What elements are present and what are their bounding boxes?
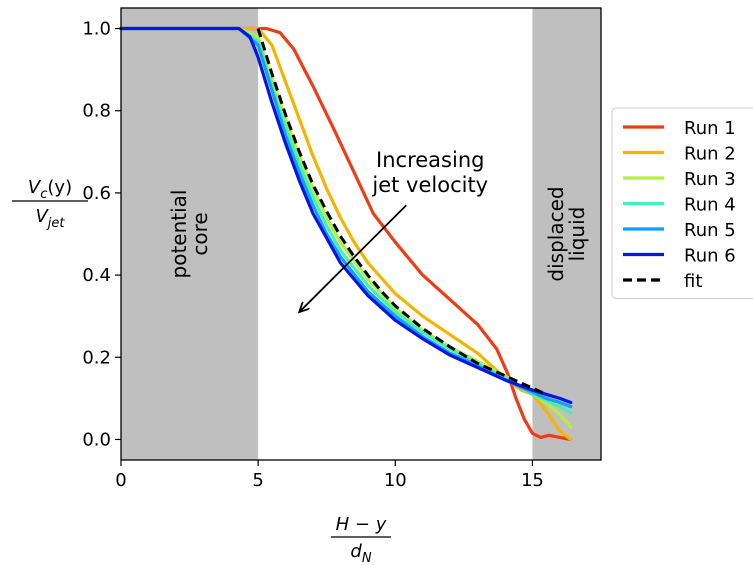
y-axis-ticks: 0.0 0.2 0.4 0.6 0.8 1.0 — [82, 19, 121, 450]
x-tick-label: 5 — [252, 470, 263, 491]
plot-frame — [120, 7, 602, 461]
legend-label: Run 1 — [684, 118, 736, 139]
legend-label: Run 5 — [684, 220, 736, 241]
region-label-line: displaced — [544, 186, 568, 281]
y-axis-label: Vc(y) Vjet — [12, 177, 88, 231]
region-label-line: potential — [167, 190, 191, 279]
annotation-text-line: Increasing — [376, 148, 484, 172]
y-tick-label: 0.8 — [82, 101, 111, 122]
x-axis-label: H − y dN — [331, 514, 391, 565]
legend-label: Run 2 — [684, 144, 736, 165]
annotation-arrow — [299, 204, 407, 312]
legend-label: Run 4 — [684, 195, 736, 216]
y-tick-label: 0.0 — [82, 429, 111, 450]
legend-label: fit — [684, 271, 702, 292]
legend-label: Run 3 — [684, 169, 736, 190]
legend-label: Run 6 — [684, 246, 736, 267]
shaded-region-2 — [532, 8, 601, 460]
legend-box — [611, 107, 753, 299]
shaded-regions — [121, 8, 601, 460]
annotation-text-line: jet velocity — [371, 173, 488, 197]
y-tick-label: 0.6 — [82, 183, 111, 204]
series-line-fit — [256, 28, 547, 396]
y-tick-label: 1.0 — [82, 19, 111, 40]
y-tick-label: 0.4 — [82, 265, 111, 286]
y-label-numerator: Vc(y) — [28, 177, 72, 202]
x-label-numerator: H − y — [336, 514, 387, 535]
x-tick-label: 15 — [521, 470, 544, 491]
x-label-denominator: dN — [350, 541, 371, 565]
y-tick-label: 0.2 — [82, 347, 111, 368]
y-label-denominator: Vjet — [35, 206, 65, 231]
x-axis-ticks: 0 5 10 15 — [115, 460, 544, 491]
legend: Run 1 Run 2 Run 3 Run 4 Run 5 Run 6 fit — [611, 107, 753, 299]
x-tick-label: 10 — [384, 470, 407, 491]
series-line-run-6 — [119, 26, 573, 405]
x-tick-label: 0 — [115, 470, 126, 491]
series-line-run-1 — [119, 26, 573, 442]
series-line-run-5 — [119, 26, 573, 409]
shaded-region-1 — [121, 8, 259, 460]
region-label-line: core — [188, 212, 212, 255]
region-label-line: liquid — [565, 207, 589, 262]
series-lines — [119, 26, 573, 442]
